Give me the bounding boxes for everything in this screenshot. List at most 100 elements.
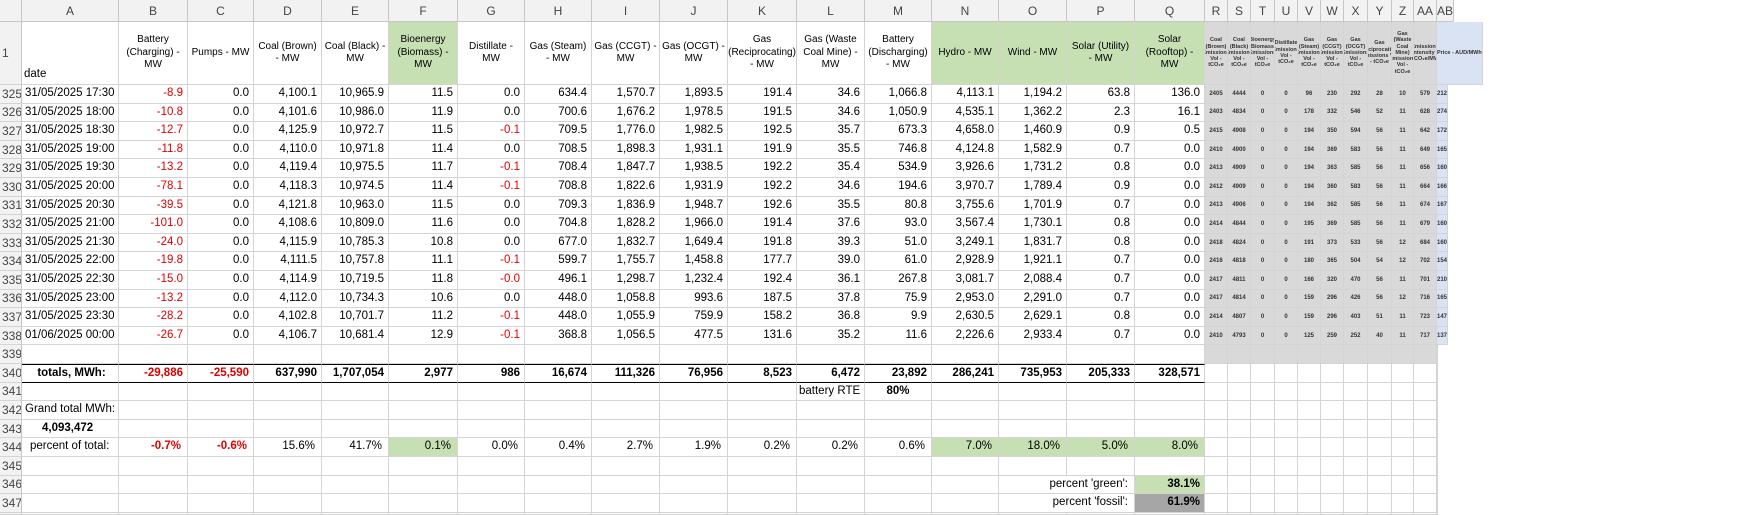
emission-cell[interactable]: 125 [1298, 327, 1321, 346]
empty-cell[interactable] [999, 420, 1067, 439]
value-cell[interactable]: 4,113.1 [932, 85, 999, 104]
emission-cell[interactable]: 579 [1414, 85, 1437, 104]
emission-cell[interactable]: 56 [1368, 122, 1392, 141]
empty-cell[interactable] [458, 383, 525, 402]
column-title[interactable]: Battery (Discharging) - MW [865, 22, 932, 85]
empty-cell[interactable] [1228, 383, 1251, 402]
empty-cell[interactable] [1298, 476, 1321, 495]
value-cell[interactable]: 4,118.3 [254, 178, 322, 197]
value-cell[interactable]: 10,972.7 [322, 122, 389, 141]
emission-cell[interactable]: 56 [1368, 159, 1392, 178]
value-cell[interactable]: 158.2 [728, 308, 797, 327]
value-cell[interactable]: 4,108.6 [254, 215, 322, 234]
empty-cell[interactable] [1392, 476, 1414, 495]
empty-cell[interactable] [188, 420, 254, 439]
value-cell[interactable]: 35.5 [797, 141, 865, 160]
empty-cell[interactable] [1437, 345, 1438, 364]
emission-cell[interactable]: 594 [1344, 122, 1368, 141]
value-cell[interactable]: 3,926.6 [932, 159, 999, 178]
empty-cell[interactable] [1368, 438, 1392, 457]
empty-cell[interactable] [1437, 401, 1438, 420]
emission-cell[interactable]: 0 [1251, 252, 1275, 271]
date-cell[interactable]: 31/05/2025 19:30 [22, 159, 119, 178]
value-cell[interactable]: 0.0 [188, 234, 254, 253]
value-cell[interactable]: 10,701.7 [322, 308, 389, 327]
emission-column-title[interactable]: Price - AUD/MWh [1437, 22, 1483, 85]
empty-cell[interactable] [1437, 364, 1438, 383]
emission-cell[interactable]: 403 [1344, 308, 1368, 327]
emission-cell[interactable]: 0 [1251, 178, 1275, 197]
empty-cell[interactable] [1205, 345, 1228, 364]
column-title[interactable]: Solar (Rooftop) - MW [1135, 22, 1205, 85]
empty-cell[interactable] [1251, 420, 1275, 439]
empty-cell[interactable] [660, 476, 728, 495]
empty-cell[interactable] [1067, 420, 1135, 439]
value-cell[interactable]: 10,757.8 [322, 252, 389, 271]
emission-cell[interactable]: 585 [1344, 215, 1368, 234]
empty-cell[interactable] [1228, 345, 1251, 364]
emission-cell[interactable]: 0 [1275, 252, 1298, 271]
empty-cell[interactable] [1368, 383, 1392, 402]
value-cell[interactable]: 11.6 [865, 327, 932, 346]
value-cell[interactable]: 0.7 [1067, 197, 1135, 216]
value-cell[interactable]: 0.0 [458, 85, 525, 104]
value-cell[interactable]: 4,100.1 [254, 85, 322, 104]
value-cell[interactable]: -0.1 [458, 178, 525, 197]
emission-cell[interactable]: 642 [1414, 122, 1437, 141]
value-cell[interactable]: 1,731.2 [999, 159, 1067, 178]
empty-cell[interactable] [1251, 383, 1275, 402]
value-cell[interactable]: 0.0 [188, 159, 254, 178]
empty-cell[interactable] [1275, 364, 1298, 383]
empty-cell[interactable] [389, 345, 458, 364]
empty-cell[interactable] [1321, 494, 1344, 513]
value-cell[interactable]: 1,055.9 [592, 308, 660, 327]
value-cell[interactable]: 368.8 [525, 327, 592, 346]
emission-cell[interactable]: 2405 [1205, 85, 1228, 104]
empty-cell[interactable] [932, 401, 999, 420]
date-cell[interactable]: 01/06/2025 00:00 [22, 327, 119, 346]
row-header[interactable]: 340 [0, 364, 22, 383]
empty-cell[interactable] [865, 345, 932, 364]
date-cell[interactable]: 31/05/2025 17:30 [22, 85, 119, 104]
total-cell[interactable]: 8,523 [728, 364, 797, 383]
empty-cell[interactable] [389, 383, 458, 402]
value-cell[interactable]: 4,535.1 [932, 104, 999, 123]
value-cell[interactable]: 192.6 [728, 197, 797, 216]
value-cell[interactable]: 708.8 [525, 178, 592, 197]
column-title[interactable]: Bioenergy (Biomass) - MW [389, 22, 458, 85]
emission-cell[interactable]: 585 [1344, 197, 1368, 216]
emission-cell[interactable]: 717 [1414, 327, 1437, 346]
empty-cell[interactable] [1205, 494, 1228, 513]
value-cell[interactable]: -0.1 [458, 122, 525, 141]
value-cell[interactable]: 0.7 [1067, 141, 1135, 160]
row-header[interactable]: 338 [0, 327, 22, 346]
value-cell[interactable]: 10,809.0 [322, 215, 389, 234]
empty-cell[interactable] [119, 420, 188, 439]
value-cell[interactable]: 3,567.4 [932, 215, 999, 234]
empty-cell[interactable] [728, 476, 797, 495]
emission-cell[interactable]: 373 [1321, 234, 1344, 253]
row-header[interactable]: 328 [0, 141, 22, 160]
empty-cell[interactable] [119, 494, 188, 513]
value-cell[interactable]: 11.7 [389, 159, 458, 178]
emission-cell[interactable]: 4793 [1228, 327, 1251, 346]
column-title[interactable]: date [22, 22, 119, 85]
value-cell[interactable]: 534.9 [865, 159, 932, 178]
empty-cell[interactable] [1344, 345, 1368, 364]
emission-cell[interactable]: 2410 [1205, 327, 1228, 346]
empty-cell[interactable] [1437, 420, 1438, 439]
percent-cell[interactable]: 15.6% [254, 438, 322, 457]
emission-cell[interactable]: 4811 [1228, 271, 1251, 290]
empty-cell[interactable] [22, 457, 119, 476]
value-cell[interactable]: 0.0 [1135, 141, 1205, 160]
column-header-t[interactable]: T [1251, 0, 1275, 22]
value-cell[interactable]: 192.4 [728, 271, 797, 290]
empty-cell[interactable] [797, 494, 865, 513]
emission-cell[interactable]: 585 [1344, 159, 1368, 178]
column-header-g[interactable]: G [458, 0, 525, 22]
empty-cell[interactable] [1135, 457, 1205, 476]
value-cell[interactable]: -0.1 [458, 252, 525, 271]
value-cell[interactable]: 63.8 [1067, 85, 1135, 104]
grand-total-value[interactable]: 4,093,472 [22, 420, 119, 439]
value-cell[interactable]: 10,681.4 [322, 327, 389, 346]
